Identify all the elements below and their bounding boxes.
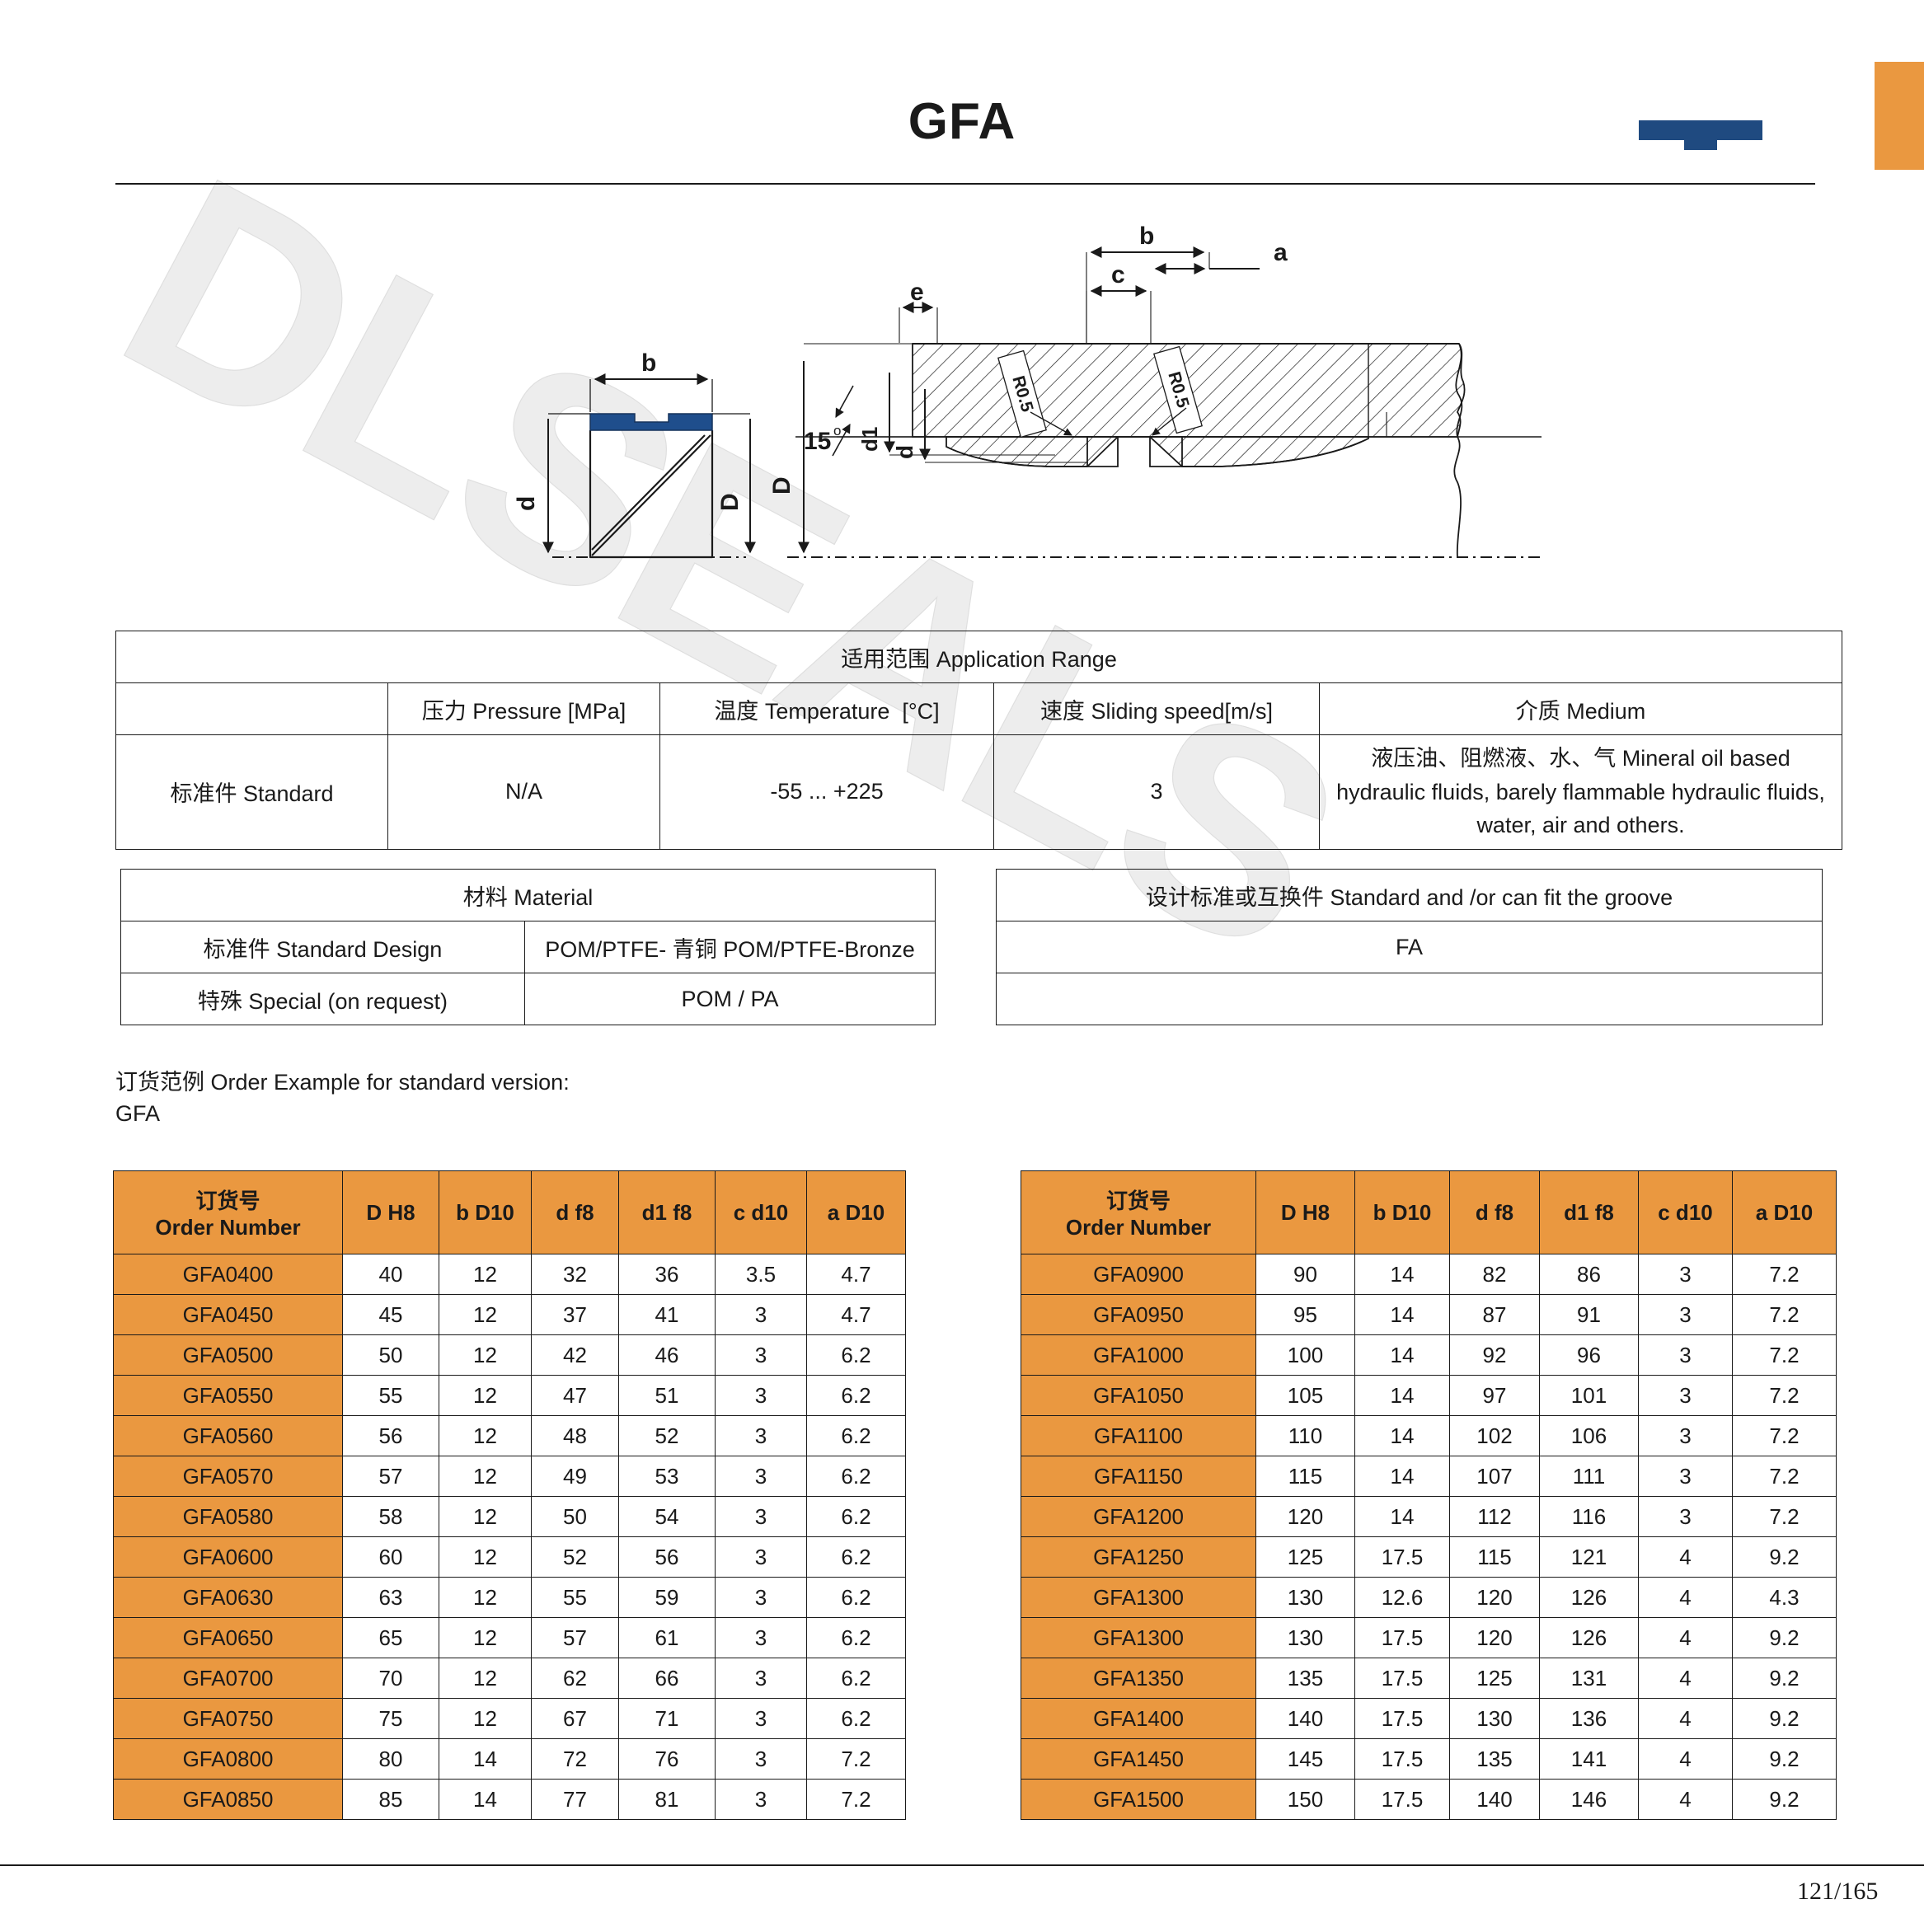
svg-text:c: c (1111, 261, 1125, 288)
svg-text:o: o (833, 423, 841, 438)
svg-text:b: b (641, 349, 656, 377)
svg-text:D: D (716, 493, 744, 511)
svg-text:d: d (892, 445, 917, 459)
svg-text:b: b (1139, 223, 1154, 250)
svg-text:a: a (1274, 239, 1288, 266)
svg-text:d: d (513, 496, 540, 511)
svg-text:15: 15 (804, 428, 831, 455)
svg-text:d1: d1 (857, 427, 882, 452)
svg-text:e: e (910, 279, 924, 306)
svg-text:D: D (768, 476, 795, 495)
